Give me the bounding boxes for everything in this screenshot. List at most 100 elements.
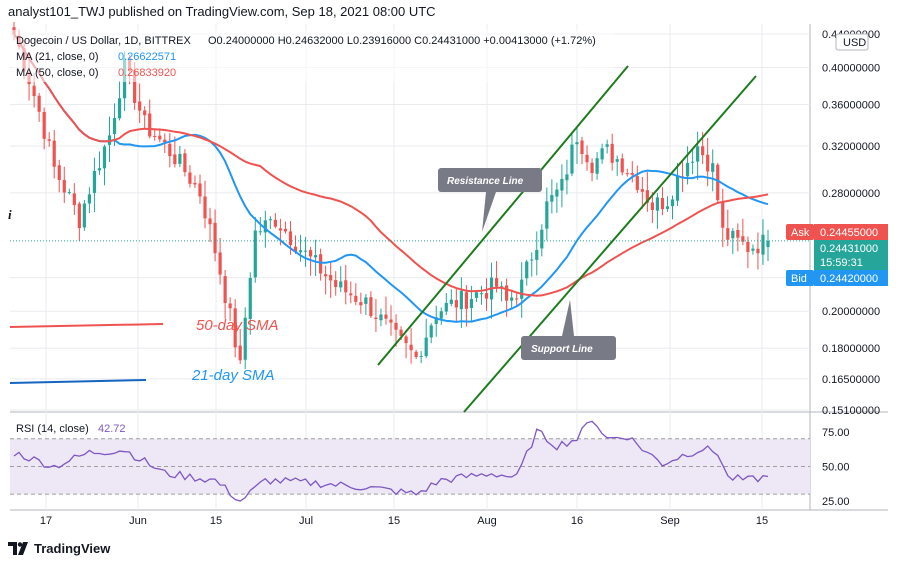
candle-body <box>685 162 690 177</box>
candle-body <box>660 198 665 210</box>
price-chart[interactable]: 50-day SMA 21-day SMA i Resistance Line … <box>0 22 900 536</box>
candle-body <box>248 278 252 319</box>
candle-body <box>505 285 509 301</box>
candle-body <box>112 117 117 135</box>
candle-body <box>324 274 328 277</box>
candle-body <box>258 231 262 233</box>
candle-body <box>183 153 187 173</box>
candle-body <box>37 95 41 112</box>
candle-body <box>746 241 750 253</box>
candle-body <box>479 293 484 295</box>
rsi-legend: RSI (14, close) 42.72 <box>16 423 126 435</box>
price-tick-label: 0.20000000 <box>822 306 880 318</box>
candle-body <box>585 154 589 163</box>
candle-body <box>701 146 705 156</box>
candle-body <box>389 319 393 323</box>
candle-body <box>203 196 207 219</box>
candle-body <box>414 351 418 357</box>
candle-body <box>610 143 614 163</box>
time-axis[interactable]: 17 Jun 15 Jul 15 Aug 16 Sep 15 <box>40 515 768 527</box>
candle-body <box>741 236 745 242</box>
candle-body <box>625 173 629 175</box>
candle-body <box>308 250 313 257</box>
candle-body <box>158 135 162 140</box>
legend-ma50: MA (50, close, 0) <box>16 67 99 79</box>
candle-body <box>278 228 283 231</box>
candle-body <box>716 164 720 201</box>
price-tick-label: 0.16500000 <box>822 374 880 386</box>
candle-body <box>580 140 584 155</box>
resistance-line <box>377 65 629 366</box>
candle-body <box>148 113 152 137</box>
candle-body <box>97 168 102 171</box>
footer-brand: TradingView <box>8 541 110 556</box>
price-axis[interactable]: 0.15100000 0.16500000 0.18000000 0.20000000… <box>822 29 880 417</box>
candle-body <box>494 278 499 287</box>
candle-body <box>188 172 192 184</box>
candle-body <box>32 85 36 97</box>
candle-body <box>178 153 182 164</box>
ask-label: Ask <box>791 227 810 239</box>
candle-body <box>263 220 267 233</box>
candle-body <box>670 199 675 207</box>
ma50-annotation: 50-day SMA <box>196 317 279 334</box>
time-tick-label: 15 <box>388 515 400 527</box>
candle-body <box>102 146 107 169</box>
candle-body <box>766 240 770 248</box>
ma21-annotation: 21-day SMA <box>191 367 275 384</box>
candle-body <box>540 229 544 249</box>
candle-body <box>459 290 463 310</box>
candle-body <box>434 317 438 324</box>
candle-body <box>359 302 363 306</box>
legend-ohlc: O0.24000000 H0.24632000 L0.23916000 C0.2… <box>208 35 596 47</box>
candle-body <box>253 230 257 278</box>
candle-body <box>439 311 443 319</box>
legend-ma21-value: 0.26622571 <box>118 51 176 63</box>
candle-body <box>429 325 433 338</box>
candle-body <box>515 298 519 300</box>
candle-body <box>590 162 594 174</box>
price-tick-label: 0.36000000 <box>822 100 880 112</box>
price-tick-label: 0.40000000 <box>822 62 880 74</box>
candle-body <box>575 142 579 145</box>
legend-title: Dogecoin / US Dollar, 1D, BITTREX <box>16 35 192 47</box>
candle-body <box>726 228 730 240</box>
candle-body <box>47 139 51 141</box>
candle-body <box>510 297 514 301</box>
publisher-header: analyst101_TWJ published on TradingView.… <box>8 4 436 19</box>
candle-body <box>550 195 554 202</box>
candle-body <box>42 112 46 139</box>
candle-body <box>303 250 308 252</box>
candle-body <box>92 170 97 193</box>
candle-body <box>595 158 599 174</box>
time-tick-label: 15 <box>756 515 768 527</box>
candle-body <box>329 274 333 281</box>
candle-body <box>208 218 212 225</box>
candle-body <box>349 293 353 296</box>
support-line <box>463 75 757 413</box>
candle-body <box>57 165 61 181</box>
time-tick-label: 15 <box>210 515 222 527</box>
currency-badge-text: USD <box>843 37 866 49</box>
candle-body <box>198 183 202 197</box>
candle-body <box>354 295 358 302</box>
price-tick-label: 0.32000000 <box>822 141 880 153</box>
candle-body <box>731 230 735 239</box>
currency-badge[interactable]: USD <box>835 33 869 51</box>
candle-body <box>525 261 529 279</box>
candle-body <box>650 202 654 211</box>
candle-body <box>339 281 343 288</box>
candle-body <box>233 308 237 348</box>
candle-body <box>756 248 760 254</box>
candle-body <box>520 279 524 299</box>
candle-body <box>449 299 453 304</box>
rsi-tick-label: 25.00 <box>822 496 850 508</box>
candle-body <box>163 139 167 143</box>
candle-body <box>374 317 378 320</box>
candle-body <box>545 201 549 229</box>
candle-body <box>153 135 157 137</box>
rsi-axis: 25.00 50.00 75.00 <box>822 427 850 508</box>
candle-body <box>535 250 539 260</box>
candle-body <box>620 158 624 173</box>
time-tick-label: Jul <box>299 515 313 527</box>
